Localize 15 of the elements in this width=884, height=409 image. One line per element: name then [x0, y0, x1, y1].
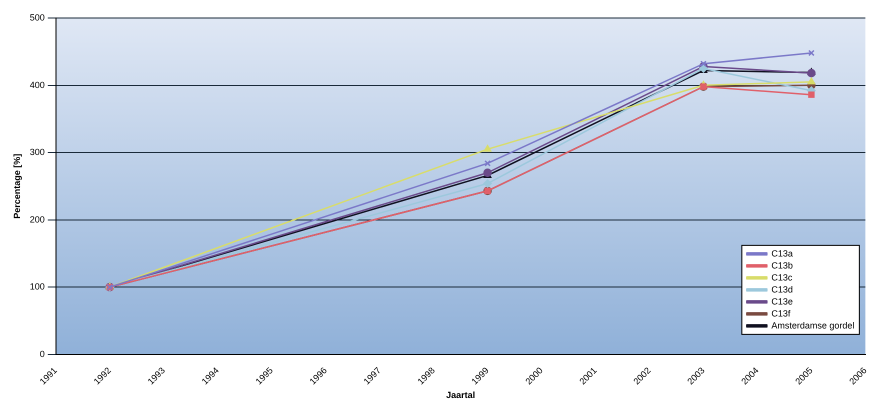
x-axis-title: Jaartal [446, 390, 476, 400]
legend-label: C13b [771, 260, 793, 270]
legend-label: C13a [771, 248, 793, 258]
y-tick-label: 200 [30, 214, 45, 224]
y-tick-label: 400 [30, 80, 45, 90]
legend-label: C13d [771, 284, 793, 294]
legend-label: C13c [771, 272, 793, 282]
legend-label: C13f [771, 308, 791, 318]
legend-label: Amsterdamse gordel [771, 320, 854, 330]
y-tick-label: 100 [30, 282, 45, 292]
y-axis-title: Percentage [%] [12, 154, 22, 219]
y-tick-label: 0 [40, 348, 45, 359]
y-tick-label: 300 [30, 147, 45, 158]
y-tick-label: 500 [30, 12, 45, 22]
legend-label: C13e [771, 296, 793, 306]
